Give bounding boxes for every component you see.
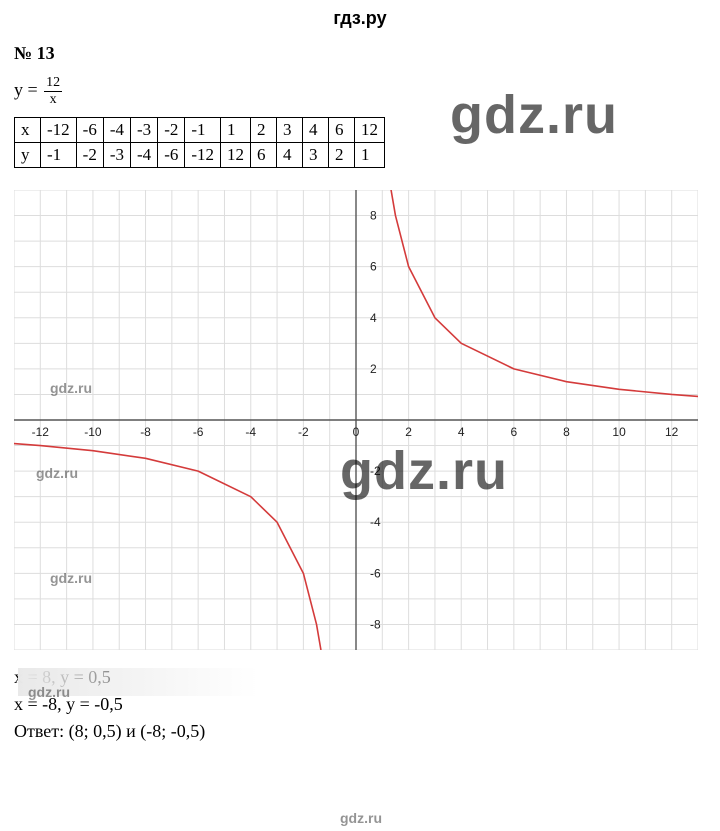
formula-denominator: x <box>44 92 62 107</box>
svg-text:-6: -6 <box>193 425 204 439</box>
cell: 4 <box>277 143 303 168</box>
cell: 3 <box>277 118 303 143</box>
svg-text:-6: -6 <box>370 566 381 580</box>
cell: -12 <box>185 143 221 168</box>
svg-text:2: 2 <box>405 425 412 439</box>
answer-value: (8; 0,5) и (-8; -0,5) <box>64 721 205 741</box>
table-row-x: x -12 -6 -4 -3 -2 -1 1 2 3 4 6 12 <box>15 118 385 143</box>
svg-text:-4: -4 <box>245 425 256 439</box>
gradient-rect <box>18 668 258 696</box>
table-row-y: y -1 -2 -3 -4 -6 -12 12 6 4 3 2 1 <box>15 143 385 168</box>
svg-text:6: 6 <box>511 425 518 439</box>
cell: -6 <box>76 118 103 143</box>
problem-number: № 13 <box>14 43 706 64</box>
cell: 6 <box>329 118 355 143</box>
cell: 4 <box>303 118 329 143</box>
site-header: гдз.ру <box>0 0 720 43</box>
cell: -3 <box>103 143 130 168</box>
cell: 2 <box>329 143 355 168</box>
row-label-y: y <box>15 143 41 168</box>
svg-text:-8: -8 <box>370 617 381 631</box>
hyperbola-chart: -12 -10 -8 -6 -4 -2 0 2 4 6 8 10 12 -8 -6 -4 -2 2 4 6 8 <box>14 190 698 650</box>
cell: 6 <box>251 143 277 168</box>
chart-container: -12 -10 -8 -6 -4 -2 0 2 4 6 8 10 12 -8 -6 -4 -2 2 4 6 8 <box>14 190 706 655</box>
cell: -2 <box>76 143 103 168</box>
formula: y = 12 x <box>14 76 706 107</box>
svg-text:4: 4 <box>370 311 377 325</box>
svg-text:10: 10 <box>612 425 626 439</box>
svg-text:-4: -4 <box>370 515 381 529</box>
cell: -4 <box>103 118 130 143</box>
formula-numerator: 12 <box>44 76 62 92</box>
answer-label: Ответ: <box>14 721 64 741</box>
cell: -12 <box>41 118 77 143</box>
svg-text:8: 8 <box>370 209 377 223</box>
svg-text:-8: -8 <box>140 425 151 439</box>
cell: -2 <box>158 118 185 143</box>
cell: -6 <box>158 143 185 168</box>
svg-text:8: 8 <box>563 425 570 439</box>
svg-text:4: 4 <box>458 425 465 439</box>
svg-text:-12: -12 <box>32 425 50 439</box>
cell: 12 <box>355 118 385 143</box>
formula-fraction: 12 x <box>44 76 62 107</box>
svg-text:-2: -2 <box>370 464 381 478</box>
cell: 12 <box>221 143 251 168</box>
cell: 1 <box>221 118 251 143</box>
cell: -1 <box>185 118 221 143</box>
cell: 3 <box>303 143 329 168</box>
svg-text:6: 6 <box>370 260 377 274</box>
row-label-x: x <box>15 118 41 143</box>
svg-text:2: 2 <box>370 362 377 376</box>
result-line-2: x = -8, y = -0,5 <box>14 694 706 715</box>
cell: -1 <box>41 143 77 168</box>
cell: 2 <box>251 118 277 143</box>
svg-text:-10: -10 <box>84 425 102 439</box>
formula-lhs: y = <box>14 80 42 100</box>
cell: -3 <box>131 118 158 143</box>
site-title: гдз.ру <box>333 8 386 28</box>
values-table: x -12 -6 -4 -3 -2 -1 1 2 3 4 6 12 y -1 -… <box>14 117 385 168</box>
svg-text:-2: -2 <box>298 425 309 439</box>
answer-line: Ответ: (8; 0,5) и (-8; -0,5) <box>14 721 706 742</box>
svg-text:0: 0 <box>353 425 360 439</box>
cell: -4 <box>131 143 158 168</box>
watermark-small: gdz.ru <box>340 810 382 826</box>
svg-text:12: 12 <box>665 425 679 439</box>
cell: 1 <box>355 143 385 168</box>
